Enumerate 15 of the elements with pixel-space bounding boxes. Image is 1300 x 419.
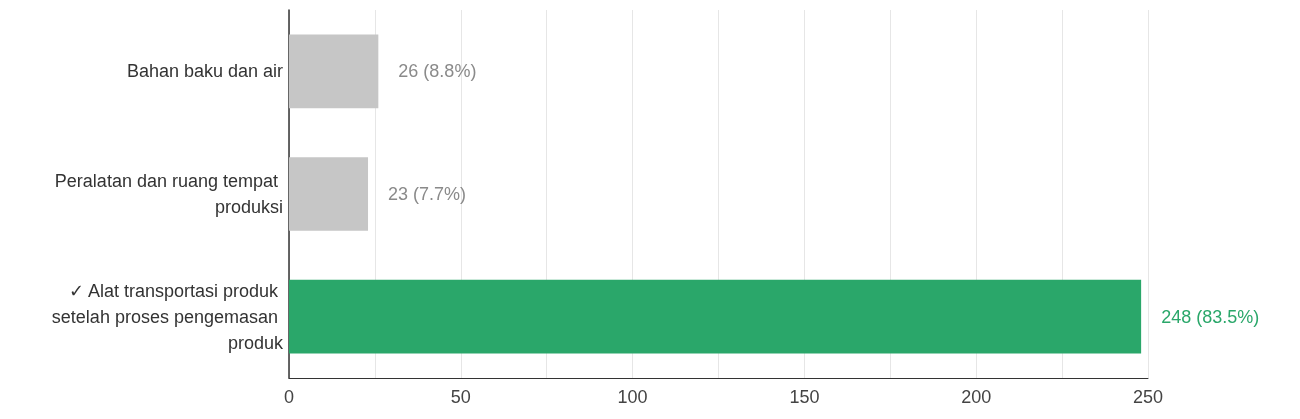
y-tick-label: ✓ Alat transportasi produk setelah proses pengemasan produk <box>51 280 284 353</box>
bar <box>289 157 369 231</box>
y-tick-label: Peralatan dan ruang tempat produksi <box>54 171 283 217</box>
y-tick-label: Bahan baku dan air <box>126 61 283 82</box>
data-label: 26 (8.8%) <box>398 61 477 82</box>
x-tick-label: 150 <box>789 387 820 407</box>
x-tick-label: 0 <box>283 387 295 407</box>
data-label: 23 (7.7%) <box>388 184 467 204</box>
bar <box>289 34 379 109</box>
bar <box>289 279 1142 354</box>
x-tick-label: 200 <box>961 387 992 407</box>
x-tick-label: 250 <box>1132 387 1164 407</box>
x-tick-label: 100 <box>617 387 648 407</box>
x-tick-label: 50 <box>450 387 471 407</box>
data-label: 248 (83.5%) <box>1161 306 1260 327</box>
